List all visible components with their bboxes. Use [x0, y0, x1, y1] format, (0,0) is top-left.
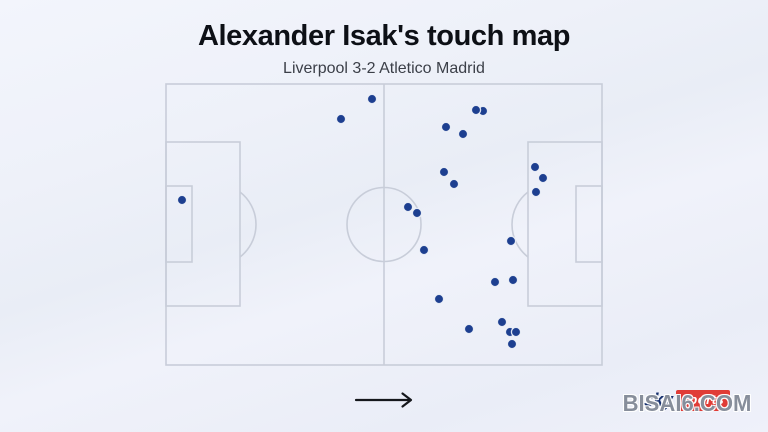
touch-dot [402, 201, 414, 213]
right-goal-area [575, 185, 603, 263]
touch-dot [496, 316, 508, 328]
pitch-lines [165, 83, 603, 366]
touch-dot [433, 293, 445, 305]
page-subtitle: Liverpool 3-2 Atletico Madrid [283, 60, 485, 77]
touch-dot [489, 276, 501, 288]
left-penalty-area [165, 141, 241, 307]
touch-dot [506, 338, 518, 350]
touch-dot [418, 244, 430, 256]
touch-dot [176, 194, 188, 206]
sky-sports-logo: sky sports [644, 390, 731, 411]
watermark-text: BISAI6.COM [622, 390, 752, 416]
center-circle [346, 186, 422, 263]
touch-dot [510, 326, 522, 338]
touch-dot [366, 93, 378, 105]
touch-dot [463, 323, 475, 335]
touch-dot [529, 161, 541, 173]
touch-dot [505, 235, 517, 247]
touch-dot [448, 178, 460, 190]
touch-dots [176, 93, 549, 350]
sports-logo-text: sports [681, 392, 725, 407]
sports-logo-box: sports [675, 390, 731, 411]
touch-dot [335, 113, 347, 125]
sky-logo-text: sky [644, 390, 673, 410]
touch-dot [537, 172, 549, 184]
header: Alexander Isak's touch map Liverpool 3-2… [0, 20, 768, 78]
touch-dot [438, 166, 450, 178]
branding-area: sky sports BISAI6.COM [616, 387, 758, 420]
left-goal-area [165, 185, 193, 263]
left-penalty-arc [239, 191, 257, 258]
touch-dot [507, 274, 519, 286]
right-penalty-arc [511, 191, 529, 258]
touch-dot [470, 104, 482, 116]
right-arrow-icon [354, 392, 413, 408]
touch-dot [457, 128, 469, 140]
touch-dot [530, 186, 542, 198]
touch-dot [440, 121, 452, 133]
page-title: Alexander Isak's touch map [197, 20, 571, 52]
touch-dot [411, 207, 423, 219]
